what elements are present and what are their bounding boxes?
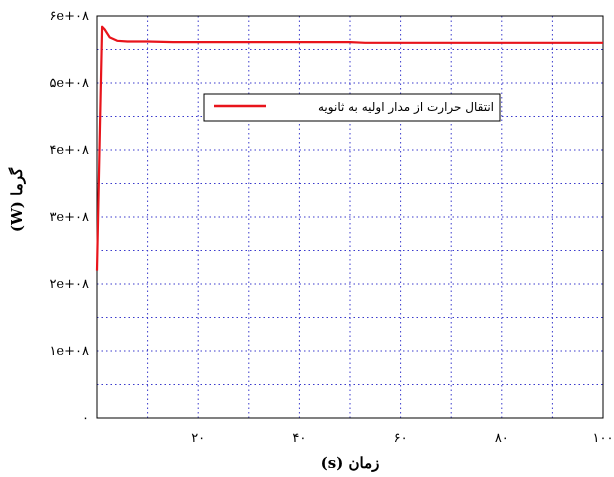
y-axis-label: گرما (W) <box>8 167 26 232</box>
x-axis-label: زمان (s) <box>321 454 380 472</box>
y-tick-label: ۰ <box>82 411 89 426</box>
y-tick-label: ۱e+۰۸ <box>49 344 89 359</box>
y-tick-label: ۴e+۰۸ <box>49 143 89 158</box>
x-tick-label: ۲۰ <box>191 431 205 446</box>
y-tick-label: ۶e+۰۸ <box>49 9 89 24</box>
legend: انتقال حرارت از مدار اولیه به ثانویه <box>203 93 501 122</box>
x-tick-label: ۱۰۰ <box>593 431 614 446</box>
y-tick-label: ۳e+۰۸ <box>49 210 89 225</box>
series-layer <box>95 25 603 271</box>
grid <box>97 16 603 418</box>
legend-label: انتقال حرارت از مدار اولیه به ثانویه <box>318 100 494 115</box>
plot-area <box>96 15 604 419</box>
y-tick-label: ۲e+۰۸ <box>49 277 89 292</box>
x-tick-label: ۸۰ <box>495 431 509 446</box>
y-tick-label: ۵e+۰۸ <box>49 76 89 91</box>
x-tick-labels: ۲۰ ۴۰ ۶۰ ۸۰ ۱۰۰ <box>191 431 613 446</box>
y-tick-labels: ۰ ۱e+۰۸ ۲e+۰۸ ۳e+۰۸ ۴e+۰۸ ۵e+۰۸ ۶e+۰۸ <box>49 9 89 426</box>
x-tick-label: ۴۰ <box>292 431 306 446</box>
series-line <box>95 25 603 271</box>
x-tick-label: ۶۰ <box>394 431 408 446</box>
legend-box <box>203 93 501 122</box>
